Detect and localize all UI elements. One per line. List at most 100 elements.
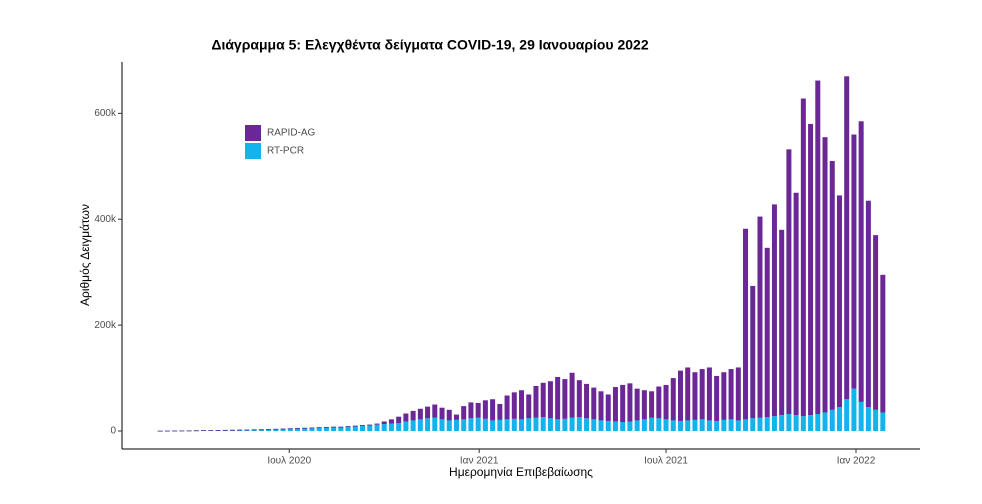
bar [417, 419, 423, 431]
bar [822, 412, 828, 431]
bar [266, 429, 272, 430]
bar [294, 428, 300, 431]
bar [569, 417, 575, 431]
bar [316, 427, 322, 429]
bar [685, 367, 691, 421]
bar [453, 414, 459, 420]
bar [641, 390, 647, 420]
bar [569, 372, 575, 418]
bar [786, 414, 792, 431]
bar [229, 429, 235, 431]
bar [800, 98, 806, 417]
x-axis-title: Ημερομηνία Επιβεβαίωσης [449, 465, 593, 479]
bar [432, 417, 438, 431]
bar [446, 420, 452, 431]
bar [345, 426, 351, 428]
bar [511, 392, 517, 419]
bar [620, 422, 626, 431]
bar [764, 417, 770, 431]
bar [706, 367, 712, 421]
bar [822, 137, 828, 413]
bar [735, 367, 741, 421]
bar [360, 425, 366, 431]
bar [497, 404, 503, 420]
bar [634, 420, 640, 431]
bar [800, 416, 806, 431]
bar [540, 417, 546, 431]
bar [692, 372, 698, 420]
x-tick-label: Ιουλ 2021 [644, 456, 688, 467]
bar [591, 387, 597, 420]
bar [193, 430, 199, 432]
bar [612, 387, 618, 422]
bar [677, 420, 683, 431]
bar [309, 427, 315, 431]
bar [519, 390, 525, 420]
bar [367, 424, 373, 431]
bar [540, 382, 546, 418]
bar [750, 418, 756, 431]
bar [280, 428, 286, 430]
bar [533, 417, 539, 431]
bar [591, 419, 597, 431]
bar [396, 416, 402, 424]
bar [374, 424, 380, 431]
bar [388, 419, 394, 424]
y-tick-label: 200k [94, 320, 117, 331]
bar [266, 429, 272, 431]
bar [815, 80, 821, 415]
bar [352, 425, 358, 427]
bar [779, 229, 785, 416]
bar [388, 423, 394, 431]
bar [880, 274, 886, 413]
y-tick-label: 0 [110, 426, 116, 437]
bar [793, 415, 799, 431]
bar [663, 384, 669, 420]
bar [273, 428, 279, 430]
legend-label: RAPID-AG [267, 128, 316, 139]
bar [475, 402, 481, 418]
bar [360, 425, 366, 426]
bar [222, 429, 228, 431]
bar [432, 404, 438, 418]
bar [641, 419, 647, 431]
bar [533, 386, 539, 418]
bar [721, 372, 727, 420]
bar [699, 369, 705, 420]
bar [280, 428, 286, 431]
bar [338, 426, 344, 428]
bar [244, 429, 250, 431]
bar [743, 228, 749, 420]
bar [345, 426, 351, 431]
bar [425, 418, 431, 431]
bar [381, 421, 387, 425]
bar [634, 388, 640, 421]
bar [374, 423, 380, 425]
bar [692, 419, 698, 431]
legend-swatch [245, 125, 261, 141]
bar [808, 123, 814, 416]
bar [706, 420, 712, 431]
bar [786, 149, 792, 415]
bar [844, 76, 850, 400]
bar [497, 419, 503, 431]
bar [179, 430, 185, 432]
bar [258, 429, 264, 431]
bar [808, 415, 814, 431]
bar [316, 427, 322, 431]
bar [461, 406, 467, 420]
bar [829, 161, 835, 410]
bar [757, 417, 763, 431]
bar [453, 419, 459, 431]
bar [576, 380, 582, 418]
bar [612, 421, 618, 431]
x-tick-label: Ιαν 2022 [837, 456, 876, 467]
bar [735, 420, 741, 431]
bar [721, 419, 727, 431]
bar [750, 285, 756, 419]
bar [663, 419, 669, 431]
bar [771, 204, 777, 417]
bar [670, 378, 676, 421]
bar [757, 216, 763, 418]
